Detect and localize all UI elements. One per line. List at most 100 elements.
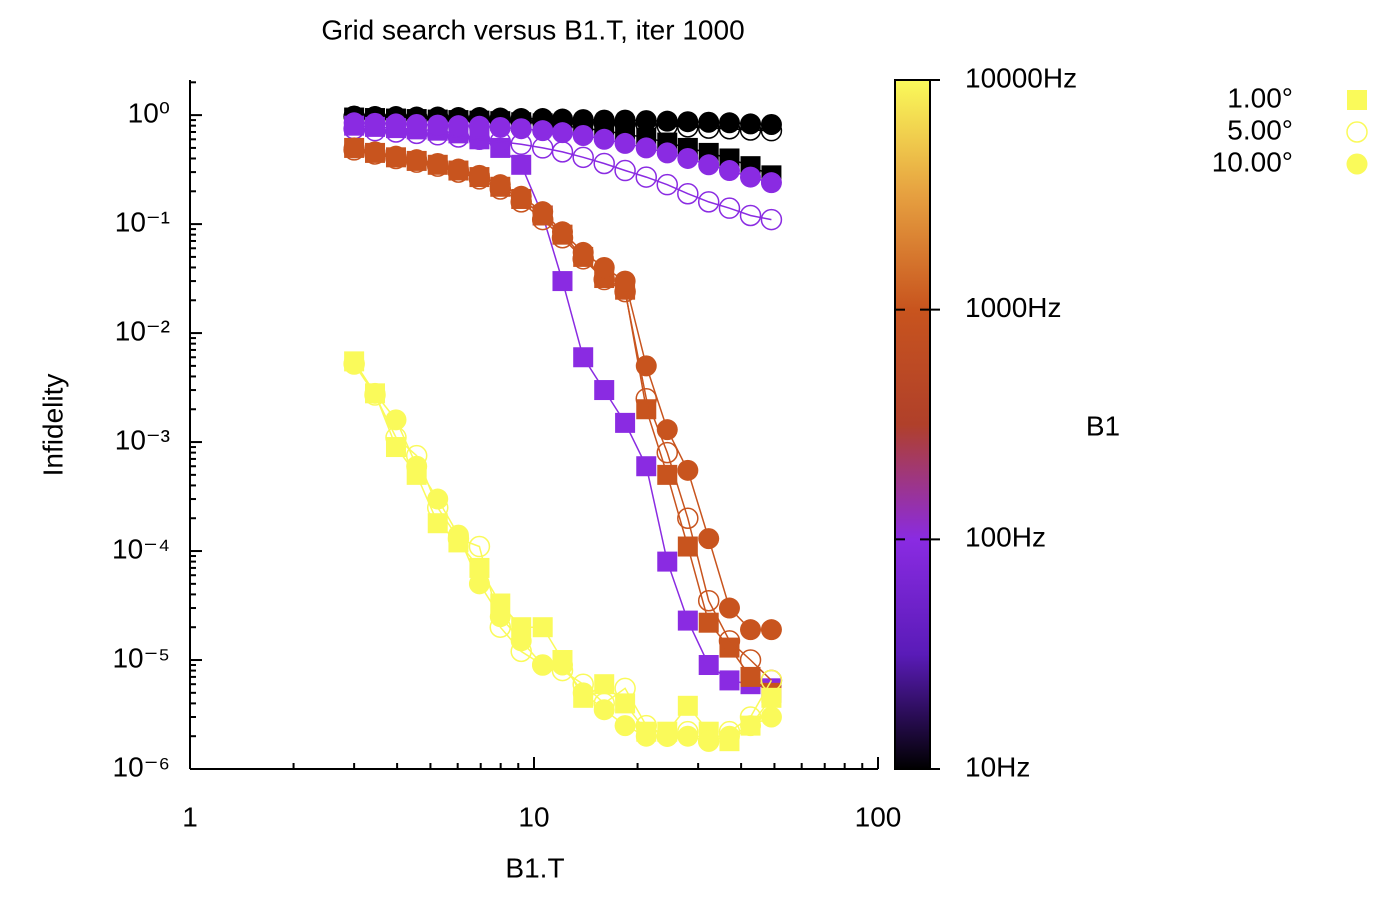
point bbox=[489, 174, 511, 196]
colorbar-tick-label: 10000Hz bbox=[965, 62, 1077, 93]
point bbox=[718, 197, 741, 219]
point bbox=[511, 154, 532, 175]
point bbox=[760, 114, 782, 136]
legend-label: 1.00° bbox=[1227, 82, 1293, 113]
point bbox=[427, 152, 449, 174]
point bbox=[615, 412, 636, 433]
point bbox=[677, 536, 698, 557]
point bbox=[447, 158, 469, 180]
legend-label: 5.00° bbox=[1227, 114, 1293, 145]
point bbox=[427, 513, 448, 534]
point bbox=[697, 589, 720, 612]
point bbox=[614, 109, 636, 131]
colorbar-label: B1 bbox=[1086, 410, 1120, 441]
point bbox=[697, 191, 720, 213]
point bbox=[532, 120, 554, 142]
point bbox=[593, 128, 615, 150]
point bbox=[593, 152, 615, 175]
series-line bbox=[353, 147, 772, 631]
point bbox=[656, 110, 678, 132]
point bbox=[739, 649, 762, 671]
x-tick-label: 100 bbox=[855, 801, 902, 832]
point bbox=[761, 687, 782, 708]
point bbox=[447, 115, 469, 137]
point bbox=[635, 110, 657, 132]
point bbox=[572, 125, 594, 147]
x-tick-label: 10 bbox=[518, 801, 549, 832]
series-line bbox=[354, 124, 772, 690]
point bbox=[635, 725, 657, 747]
point bbox=[656, 419, 678, 441]
point bbox=[656, 142, 678, 164]
point bbox=[677, 610, 698, 631]
point bbox=[406, 114, 428, 136]
point bbox=[698, 612, 719, 633]
point bbox=[572, 146, 594, 169]
point bbox=[719, 637, 740, 658]
x-axis-label: B1.T bbox=[505, 852, 564, 883]
point bbox=[698, 111, 720, 133]
colorbar-tick-label: 10Hz bbox=[965, 751, 1030, 782]
point bbox=[719, 670, 740, 691]
point bbox=[593, 109, 615, 131]
point bbox=[718, 597, 740, 619]
point bbox=[343, 112, 365, 134]
colorbar bbox=[894, 79, 931, 770]
point bbox=[593, 699, 615, 721]
point bbox=[551, 122, 573, 144]
point bbox=[406, 149, 428, 171]
point bbox=[677, 695, 698, 716]
series-line bbox=[353, 362, 772, 742]
point bbox=[468, 535, 491, 558]
point bbox=[677, 111, 699, 133]
point bbox=[656, 173, 679, 196]
y-tick-label: 10⁻³ bbox=[115, 424, 170, 455]
point bbox=[760, 669, 783, 692]
point bbox=[635, 137, 657, 159]
point bbox=[718, 630, 741, 652]
point bbox=[698, 154, 720, 176]
point bbox=[364, 141, 386, 163]
point bbox=[343, 137, 365, 159]
point bbox=[489, 606, 511, 628]
point bbox=[489, 116, 511, 138]
y-tick-label: 10⁻⁴ bbox=[112, 533, 170, 564]
point bbox=[656, 441, 679, 464]
point bbox=[740, 113, 762, 135]
point bbox=[677, 147, 699, 169]
point bbox=[551, 654, 573, 676]
series-line bbox=[354, 127, 772, 221]
point bbox=[468, 115, 490, 137]
point bbox=[635, 355, 657, 377]
point bbox=[364, 382, 386, 404]
point bbox=[656, 725, 678, 747]
point bbox=[468, 573, 490, 595]
point bbox=[698, 730, 720, 752]
y-tick-label: 10⁻⁵ bbox=[112, 642, 170, 673]
colorbar-tick-label: 100Hz bbox=[965, 522, 1046, 553]
point bbox=[573, 347, 594, 368]
point bbox=[614, 159, 636, 182]
y-tick-label: 10⁰ bbox=[128, 98, 170, 129]
point bbox=[385, 409, 407, 431]
colorbar-tick-label: 1000Hz bbox=[965, 292, 1062, 323]
point bbox=[718, 725, 740, 747]
point bbox=[636, 456, 657, 477]
point bbox=[510, 118, 532, 140]
point bbox=[406, 455, 428, 477]
point bbox=[427, 114, 449, 136]
point bbox=[635, 166, 658, 188]
point bbox=[677, 182, 699, 205]
point bbox=[593, 256, 615, 278]
point bbox=[572, 109, 594, 131]
point bbox=[718, 160, 740, 182]
legend-marker bbox=[1346, 121, 1368, 143]
point bbox=[364, 112, 386, 134]
y-tick-label: 10⁻⁶ bbox=[113, 751, 170, 782]
point bbox=[718, 112, 740, 134]
y-tick-label: 10⁻¹ bbox=[115, 206, 170, 237]
point bbox=[698, 528, 720, 550]
point bbox=[760, 619, 782, 641]
chart-title: Grid search versus B1.T, iter 1000 bbox=[321, 14, 744, 45]
